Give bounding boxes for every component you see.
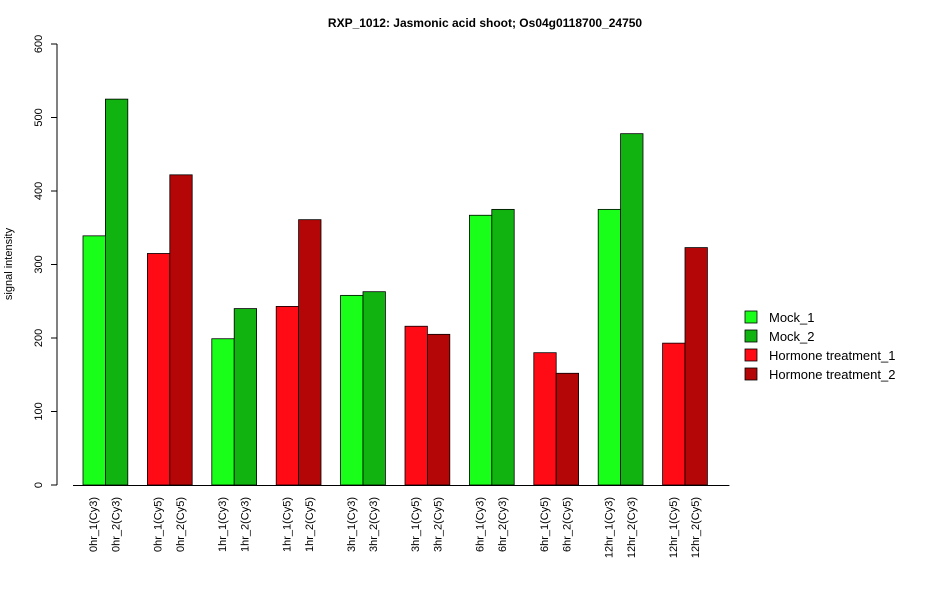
x-tick-label: 12hr_1(Cy3): [603, 497, 615, 558]
x-tick-label: 6hr_2(Cy3): [497, 497, 509, 552]
y-tick-label: 600: [33, 35, 45, 53]
x-tick-label: 0hr_2(Cy3): [111, 497, 123, 552]
x-tick-label: 0hr_1(Cy5): [153, 497, 165, 552]
x-tick-label: 3hr_1(Cy5): [410, 497, 422, 552]
bar-1hr_1(Cy3): [211, 338, 235, 486]
bar-0hr_1(Cy5): [146, 253, 171, 486]
y-axis: 0 100 200 300 400 500 600: [33, 35, 58, 488]
x-tick-label: 6hr_2(Cy5): [561, 497, 573, 552]
legend-swatch: [744, 348, 758, 362]
x-tick-label: 12hr_2(Cy3): [626, 497, 638, 558]
x-tick-label: 6hr_1(Cy3): [475, 497, 487, 552]
legend-swatch: [744, 367, 758, 381]
x-tick-label: 0hr_1(Cy3): [88, 497, 100, 552]
bar-0hr_2(Cy5): [169, 174, 193, 486]
y-tick-label: 0: [33, 482, 45, 488]
x-tick-label: 1hr_1(Cy5): [281, 497, 293, 552]
legend-label: Mock_2: [769, 329, 815, 344]
legend-swatch: [744, 310, 758, 324]
bar-12hr_1(Cy3): [597, 208, 622, 486]
x-tick-label: 1hr_2(Cy3): [239, 497, 251, 552]
bar-3hr_1(Cy5): [404, 325, 428, 486]
x-tick-label: 12hr_1(Cy5): [668, 497, 680, 558]
bar-6hr_2(Cy3): [491, 208, 515, 486]
x-tick-labels: 0hr_1(Cy3) 0hr_2(Cy3) 0hr_1(Cy5) 0hr_2(Cy5)…: [88, 497, 702, 558]
y-tick-label: 500: [33, 108, 45, 126]
legend-swatch: [744, 329, 758, 343]
x-tick-label: 0hr_2(Cy5): [175, 497, 187, 552]
legend: Mock_1 Mock_2 Hormone treatment_1 Hormone t…: [744, 310, 895, 382]
bar-0hr_2(Cy3): [105, 98, 129, 486]
x-tick-label: 1hr_2(Cy5): [304, 497, 316, 552]
bar-6hr_1(Cy5): [533, 352, 557, 486]
bar-6hr_2(Cy5): [555, 372, 580, 486]
bar-3hr_2(Cy5): [426, 333, 451, 486]
x-tick-label: 6hr_1(Cy5): [539, 497, 551, 552]
bar-12hr_2(Cy5): [684, 247, 708, 486]
bar-1hr_2(Cy3): [233, 308, 257, 486]
y-tick-label: 400: [33, 182, 45, 200]
bar-0hr_1(Cy3): [82, 235, 106, 486]
y-tick-label: 100: [33, 402, 45, 420]
bar-6hr_1(Cy3): [468, 214, 493, 486]
bar-3hr_2(Cy3): [362, 291, 386, 486]
bar-3hr_1(Cy3): [340, 294, 364, 486]
bars-group: [82, 98, 708, 486]
x-tick-label: 3hr_2(Cy5): [433, 497, 445, 552]
x-tick-label: 3hr_2(Cy3): [368, 497, 380, 552]
bar-12hr_1(Cy5): [662, 342, 686, 486]
chart-title: RXP_1012: Jasmonic acid shoot; Os04g0118…: [328, 16, 643, 30]
y-tick-label: 300: [33, 255, 45, 273]
legend-label: Hormone treatment_2: [769, 367, 895, 382]
y-tick-label: 200: [33, 329, 45, 347]
y-axis-label: signal intensity: [3, 227, 15, 300]
bar-1hr_1(Cy5): [275, 305, 300, 486]
legend-label: Hormone treatment_1: [769, 348, 895, 363]
x-tick-label: 1hr_1(Cy3): [217, 497, 229, 552]
x-tick-label: 12hr_2(Cy5): [690, 497, 702, 558]
x-tick-label: 3hr_1(Cy3): [346, 497, 358, 552]
legend-label: Mock_1: [769, 310, 815, 325]
bar-1hr_2(Cy5): [298, 219, 322, 486]
bar-12hr_2(Cy3): [620, 133, 644, 486]
